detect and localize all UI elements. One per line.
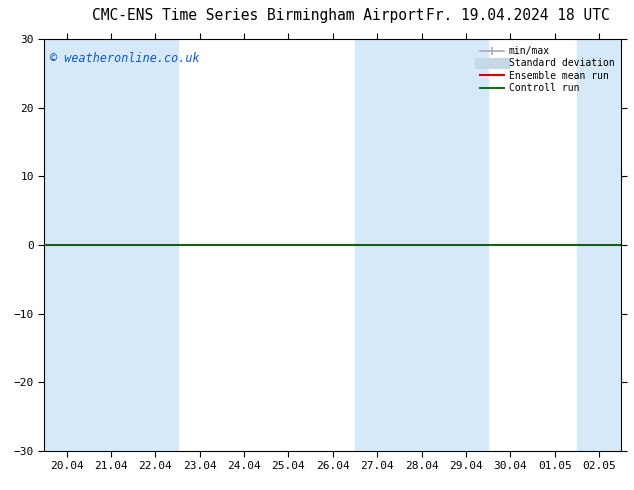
Bar [133,39,178,451]
Bar [89,39,133,451]
Bar [44,39,89,451]
Text: Fr. 19.04.2024 18 UTC: Fr. 19.04.2024 18 UTC [425,8,609,23]
Bar [577,39,621,451]
Bar [355,39,399,451]
Bar [399,39,444,451]
Legend: min/max, Standard deviation, Ensemble mean run, Controll run: min/max, Standard deviation, Ensemble me… [476,42,618,97]
Bar [444,39,488,451]
Text: CMC-ENS Time Series Birmingham Airport: CMC-ENS Time Series Birmingham Airport [91,8,424,23]
Text: © weatheronline.co.uk: © weatheronline.co.uk [50,51,200,65]
